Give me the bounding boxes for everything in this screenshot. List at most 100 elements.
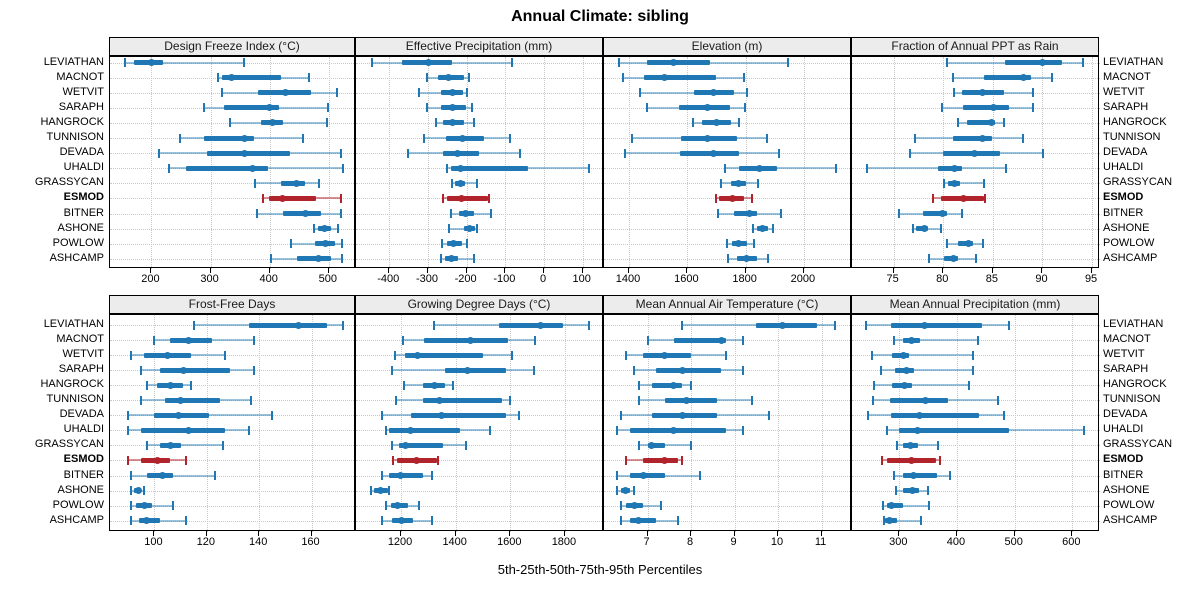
gridline-vertical	[1072, 315, 1074, 532]
median-dot	[710, 149, 718, 157]
median-dot	[703, 104, 711, 112]
gridline-vertical	[803, 57, 805, 269]
median-dot	[376, 487, 384, 495]
gridline-horizontal	[604, 183, 852, 185]
gridline-horizontal	[356, 475, 604, 477]
interquartile-band	[445, 367, 506, 373]
station-label: WETVIT	[62, 85, 104, 98]
whisker-cap	[271, 410, 274, 420]
whisker-cap	[308, 73, 311, 83]
whisker-cap	[1082, 58, 1085, 67]
whisker-cap	[143, 486, 146, 496]
gridline-vertical	[269, 57, 271, 269]
whisker-cap	[938, 455, 941, 465]
whisker-cap	[720, 178, 723, 188]
median-dot	[910, 472, 918, 479]
percentile-whisker	[639, 91, 747, 94]
whisker-cap	[442, 193, 445, 203]
whisker-cap	[1031, 103, 1034, 113]
station-label: DEVADA	[1103, 146, 1148, 159]
station-label: ASHCAMP	[1103, 251, 1158, 264]
whisker-cap	[624, 350, 627, 360]
axis-tick	[898, 531, 900, 536]
interquartile-band	[647, 60, 711, 65]
whisker-cap	[435, 118, 438, 128]
gridline-vertical	[206, 315, 208, 532]
median-dot	[988, 119, 996, 127]
axis-tick	[209, 268, 211, 273]
gridline-horizontal	[110, 213, 356, 215]
gridline-horizontal	[110, 520, 356, 522]
gridline-vertical	[505, 57, 507, 269]
whisker-cap	[873, 380, 876, 390]
axis-tick	[310, 531, 312, 536]
whisker-cap	[394, 350, 397, 360]
whisker-cap	[908, 148, 911, 158]
whisker-cap	[725, 239, 728, 249]
whisker-cap	[646, 335, 649, 345]
station-label: ASHCAMP	[1103, 513, 1158, 526]
whisker-cap	[928, 501, 931, 511]
axis-tick-label: 9	[730, 536, 737, 548]
whisker-cap	[620, 410, 623, 420]
gridline-vertical	[745, 57, 747, 269]
gridline-horizontal	[356, 183, 604, 185]
station-label: SARAPH	[1103, 363, 1149, 376]
median-dot	[678, 366, 686, 374]
interquartile-band	[656, 367, 722, 373]
whisker-cap	[129, 516, 132, 526]
whisker-cap	[289, 239, 292, 249]
gridline-vertical	[544, 57, 546, 269]
whisker-cap	[982, 178, 985, 188]
axis-tick	[150, 268, 152, 273]
station-label: ASHONE	[57, 221, 104, 234]
axis-tick	[581, 268, 583, 273]
whisker-cap	[326, 118, 329, 128]
station-label: BITNER	[1103, 206, 1144, 219]
interquartile-band	[630, 518, 657, 524]
gridline-horizontal	[604, 370, 852, 372]
interquartile-band	[498, 322, 564, 328]
interquartile-band	[967, 120, 995, 126]
whisker-cap	[407, 148, 410, 158]
axis-tick	[563, 531, 565, 536]
gridline-vertical	[1042, 57, 1044, 269]
axis-tick	[1013, 531, 1015, 536]
whisker-cap	[229, 118, 232, 128]
whisker-cap	[221, 440, 224, 450]
whisker-cap	[981, 239, 984, 249]
whisker-cap	[510, 58, 513, 67]
median-dot	[914, 426, 922, 434]
whisker-cap	[772, 224, 775, 234]
whisker-cap	[171, 501, 174, 511]
median-dot	[670, 426, 678, 434]
interquartile-band	[647, 442, 665, 448]
gridline-horizontal	[852, 460, 1100, 462]
median-dot	[920, 225, 928, 233]
interquartile-band	[389, 427, 461, 433]
whisker-cap	[723, 163, 726, 173]
axis-tick	[628, 268, 630, 273]
whisker-cap	[638, 88, 641, 98]
whisker-cap	[971, 365, 974, 375]
whisker-cap	[946, 239, 949, 249]
whisker-cap	[466, 88, 469, 98]
panel-plot	[109, 314, 356, 532]
median-dot	[907, 456, 915, 464]
interquartile-band	[902, 473, 937, 478]
whisker-cap	[767, 254, 770, 264]
axis-tick-label: 500	[318, 273, 337, 285]
gridline-horizontal	[110, 92, 356, 94]
panel-strip: Fraction of Annual PPT as Rain	[851, 37, 1099, 56]
whisker-cap	[698, 471, 701, 480]
gridline-horizontal	[356, 92, 604, 94]
whisker-cap	[417, 501, 420, 511]
interquartile-band	[297, 256, 332, 262]
whisker-cap	[932, 193, 935, 203]
whisker-cap	[753, 239, 756, 249]
median-dot	[746, 210, 754, 217]
gridline-horizontal	[356, 213, 604, 215]
median-dot	[648, 441, 656, 449]
gridline-horizontal	[356, 325, 604, 326]
whisker-cap	[256, 209, 259, 218]
